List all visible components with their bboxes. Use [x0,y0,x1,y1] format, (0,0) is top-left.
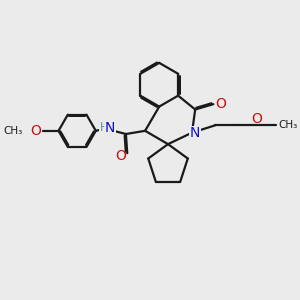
Text: O: O [251,112,262,126]
Text: N: N [105,121,115,135]
Text: CH₃: CH₃ [279,120,298,130]
Text: O: O [215,97,226,111]
Text: H: H [99,121,108,134]
Text: O: O [115,149,126,164]
Text: N: N [190,126,200,140]
Text: O: O [30,124,41,138]
Text: CH₃: CH₃ [4,126,23,136]
